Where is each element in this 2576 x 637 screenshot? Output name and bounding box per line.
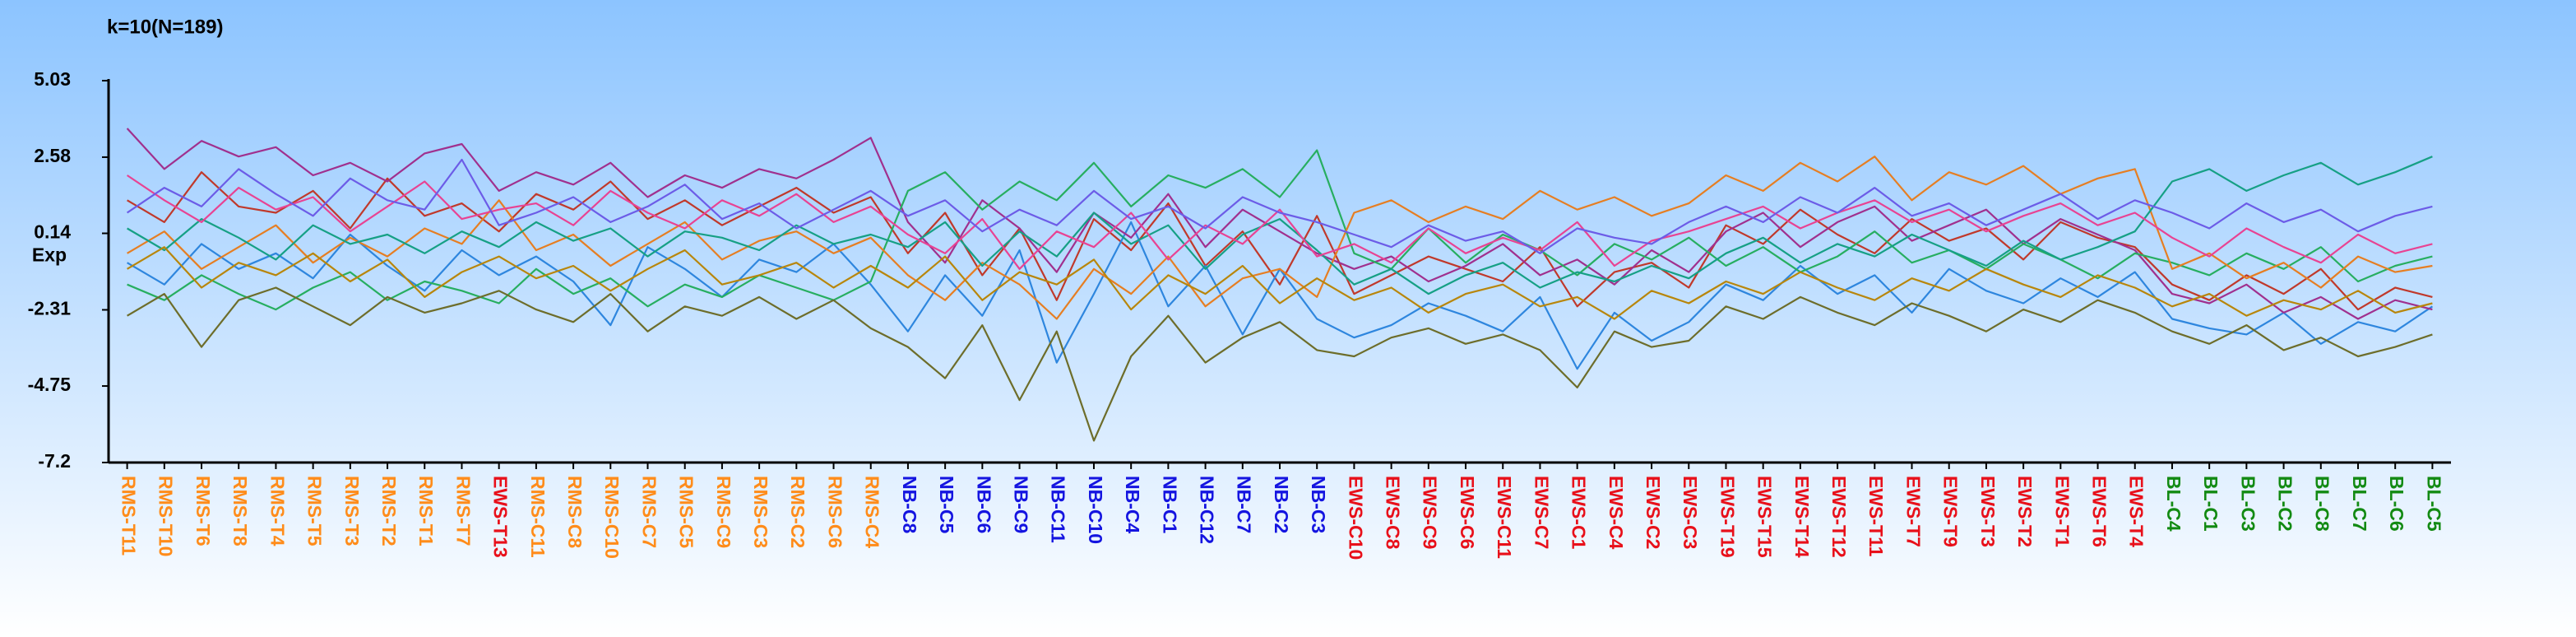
x-tick-label: EWS-C3	[1679, 476, 1701, 549]
series-line	[127, 246, 2433, 320]
x-tick-label: RMS-T10	[155, 476, 177, 556]
x-tick-label: EWS-C10	[1345, 476, 1366, 560]
x-tick-label: EWS-C11	[1494, 476, 1515, 559]
x-tick-label: RMS-C11	[527, 476, 549, 558]
y-tick-label: -7.2	[38, 450, 71, 472]
series-line	[126, 174, 2433, 270]
x-tick-label: EWS-T2	[2014, 476, 2036, 547]
x-tick-label: EWS-C6	[1457, 476, 1478, 549]
y-tick-label: 0.14	[34, 221, 71, 243]
x-tick-label: NB-C1	[1159, 476, 1180, 533]
x-tick-label: RMS-C4	[862, 476, 883, 548]
y-axis-label: Exp	[32, 244, 67, 266]
series-line	[127, 156, 2433, 295]
series-line	[127, 149, 2433, 311]
x-tick-label: RMS-C10	[601, 476, 623, 559]
x-tick-label: RMS-T7	[452, 476, 474, 546]
x-tick-label: NB-C9	[1010, 476, 1031, 533]
x-tick-label: EWS-C4	[1605, 476, 1627, 550]
y-tick-label: -4.75	[28, 374, 72, 395]
x-tick-label: EWS-T6	[2088, 476, 2110, 547]
x-tick-label: NB-C5	[936, 476, 957, 533]
x-tick-label: RMS-C9	[713, 476, 734, 548]
x-tick-label: RMS-T3	[341, 476, 363, 546]
x-tick-label: RMS-C7	[638, 476, 660, 548]
x-tick-label: BL-C2	[2274, 476, 2296, 532]
x-tick-label: RMS-T8	[229, 476, 251, 546]
x-tick-label: EWS-T15	[1754, 476, 1776, 558]
series-line	[127, 156, 2433, 320]
x-tick-label: EWS-T14	[1791, 476, 1813, 558]
x-tick-label: NB-C8	[899, 476, 920, 533]
x-tick-label: NB-C4	[1122, 476, 1143, 533]
x-tick-label: EWS-C9	[1420, 476, 1441, 549]
x-tick-label: BL-C4	[2163, 476, 2185, 532]
x-tick-label: NB-C3	[1308, 476, 1329, 533]
y-tick-label: 2.58	[34, 145, 71, 166]
x-tick-label: RMS-T1	[415, 476, 437, 546]
x-tick-label: EWS-T1	[2051, 476, 2073, 547]
x-tick-label: RMS-C6	[824, 476, 846, 548]
x-tick-label: EWS-T7	[1902, 476, 1924, 547]
x-tick-label: EWS-T9	[1940, 476, 1962, 547]
x-tick-label: RMS-T2	[378, 476, 400, 546]
x-tick-label: RMS-T11	[118, 476, 140, 556]
x-tick-label: RMS-C2	[787, 476, 808, 548]
x-tick-label: NB-C6	[973, 476, 994, 533]
x-tick-label: RMS-T5	[304, 476, 326, 546]
x-tick-label: EWS-T19	[1717, 476, 1738, 558]
x-tick-label: BL-C1	[2200, 476, 2222, 532]
series-line	[127, 171, 2433, 311]
x-tick-label: EWS-T4	[2126, 476, 2147, 547]
series-line	[126, 128, 2433, 320]
series-line	[127, 286, 2433, 442]
x-tick-label: BL-C3	[2237, 476, 2259, 532]
x-tick-label: EWS-T11	[1865, 476, 1887, 557]
y-tick-label: 5.03	[34, 68, 71, 90]
x-tick-label: RMS-T4	[266, 476, 288, 546]
x-tick-label: EWS-C1	[1568, 476, 1590, 550]
x-tick-label: EWS-T3	[1977, 476, 1999, 547]
x-tick-label: EWS-T12	[1828, 476, 1850, 558]
x-tick-label: EWS-C8	[1383, 476, 1404, 550]
x-tick-label: RMS-C8	[564, 476, 586, 548]
y-tick-label: -2.31	[28, 298, 72, 319]
x-tick-label: RMS-C5	[676, 476, 697, 548]
x-tick-label: NB-C12	[1197, 476, 1218, 544]
x-tick-label: NB-C7	[1234, 476, 1255, 533]
x-tick-label: NB-C10	[1085, 476, 1106, 544]
series-line	[126, 158, 2433, 254]
lines	[126, 128, 2434, 442]
chart-title: k=10(N=189)	[107, 16, 223, 38]
x-tick-label: EWS-T13	[490, 476, 512, 558]
x-tick-label: EWS-C2	[1642, 476, 1664, 549]
x-tick-label: NB-C11	[1048, 476, 1069, 543]
x-tick-label: BL-C6	[2386, 476, 2407, 532]
x-tick-label: BL-C7	[2349, 476, 2370, 532]
x-tick-label: RMS-T6	[192, 476, 214, 546]
x-tick-label: RMS-C3	[750, 476, 771, 548]
x-tick-label: EWS-C7	[1531, 476, 1552, 549]
x-tick-label: BL-C8	[2312, 476, 2333, 532]
x-tick-label: BL-C5	[2423, 476, 2444, 532]
x-tick-label: NB-C2	[1271, 476, 1292, 533]
